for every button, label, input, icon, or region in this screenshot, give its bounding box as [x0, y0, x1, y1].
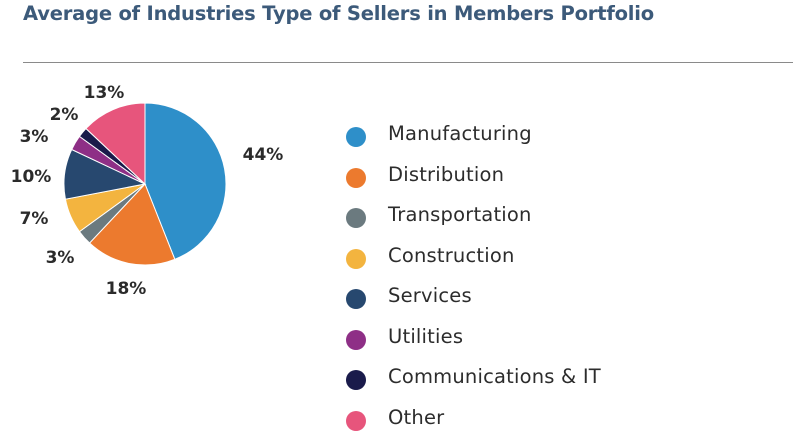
slice-label-transportation: 3% — [46, 248, 75, 268]
legend-swatch — [346, 248, 366, 269]
legend-label: Utilities — [388, 324, 464, 348]
chart-title: Average of Industries Type of Sellers in… — [23, 2, 654, 25]
slice-label-manufacturing: 44% — [243, 145, 284, 165]
slice-label-other: 13% — [84, 83, 125, 103]
slice-label-services: 10% — [11, 167, 52, 187]
title-divider — [23, 62, 793, 63]
legend-label: Manufacturing — [388, 122, 532, 145]
slice-label-utilities: 3% — [20, 127, 49, 147]
legend-item-distribution: Distribution — [346, 161, 786, 195]
legend-label: Construction — [388, 243, 515, 267]
legend-item-services: Services — [346, 282, 786, 316]
legend-label: Transportation — [388, 203, 532, 226]
legend-swatch — [346, 289, 366, 309]
pie-slice-distribution — [88, 183, 176, 266]
legend-swatch — [346, 127, 366, 147]
legend-swatch — [346, 370, 366, 390]
legend-label: Services — [388, 284, 472, 307]
legend-swatch — [346, 410, 366, 431]
slice-label-construction: 7% — [20, 209, 49, 229]
legend-item-transportation: Transportation — [346, 201, 786, 235]
legend-label: Distribution — [388, 162, 505, 186]
legend-label: Other — [388, 405, 445, 429]
legend-label: Communications & IT — [388, 365, 601, 388]
legend-item-communications-and-it: Communications & IT — [346, 363, 786, 397]
slice-label-distribution: 18% — [106, 279, 147, 299]
slice-label-communications-and-it: 2% — [50, 105, 79, 125]
pie-slice-manufacturing — [144, 102, 227, 260]
legend-item-manufacturing: Manufacturing — [346, 120, 786, 154]
legend-swatch — [346, 329, 366, 350]
legend-swatch — [346, 208, 366, 228]
legend-swatch — [346, 167, 366, 188]
legend-item-utilities: Utilities — [346, 323, 786, 357]
legend-item-other: Other — [346, 404, 786, 438]
pie-slice-other — [85, 102, 146, 186]
legend-item-construction: Construction — [346, 242, 786, 276]
